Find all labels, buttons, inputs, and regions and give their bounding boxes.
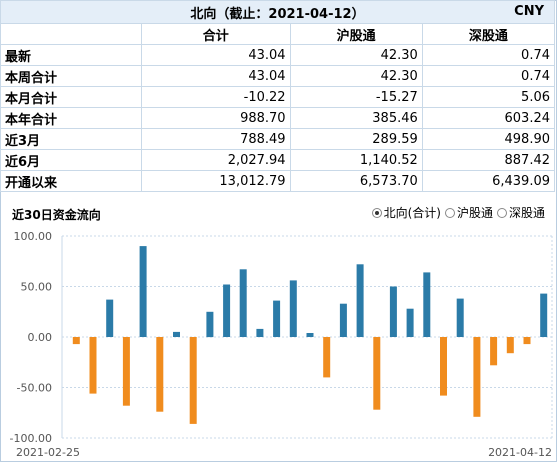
cell-total: 43.04	[141, 65, 291, 87]
y-tick-label: 0.00	[28, 331, 53, 344]
bar[interactable]	[89, 337, 97, 394]
bar[interactable]	[156, 337, 164, 412]
cell-shenzhen: 5.06	[421, 86, 556, 108]
y-tick-label: -50.00	[17, 382, 52, 395]
cell-shanghai: 42.30	[289, 65, 423, 87]
bar[interactable]	[189, 337, 197, 424]
row-label: 本月合计	[0, 86, 142, 108]
bar[interactable]	[273, 300, 281, 337]
bar[interactable]	[139, 246, 147, 337]
radio-label: 沪股通	[456, 206, 493, 220]
radio-unchecked-icon	[444, 207, 455, 218]
table-title-row: 北向（截止：2021-04-12） CNY	[0, 0, 555, 24]
cell-shenzhen: 498.90	[421, 128, 556, 150]
row-label: 最新	[0, 44, 142, 66]
bar[interactable]	[506, 337, 514, 354]
bar[interactable]	[106, 299, 114, 337]
bar[interactable]	[373, 337, 381, 410]
bar[interactable]	[406, 308, 414, 337]
bar-series	[72, 246, 548, 424]
bar[interactable]	[72, 337, 80, 345]
table-row: 本年合计 988.70 385.46 603.24	[0, 107, 556, 129]
bar[interactable]	[122, 337, 130, 406]
radio-shenzhen-connect[interactable]: 深股通	[496, 204, 545, 221]
column-header-shanghai: 沪股通	[289, 23, 423, 45]
bar[interactable]	[523, 337, 531, 345]
bar[interactable]	[173, 331, 180, 337]
x-tick-label-start: 2021-02-25	[16, 446, 80, 459]
radio-label: 深股通	[508, 206, 545, 220]
bar[interactable]	[339, 303, 347, 337]
stats-table: 北向（截止：2021-04-12） CNY 合计 沪股通 深股通 最新 43.0…	[0, 0, 556, 192]
cell-shenzhen: 0.74	[421, 65, 556, 87]
table-row: 本月合计 -10.22 -15.27 5.06	[0, 86, 556, 108]
chart-header: 近30日资金流向 北向(合计) 沪股通 深股通	[0, 200, 555, 226]
y-tick-label: 100.00	[14, 230, 53, 243]
cell-shanghai: 385.46	[289, 107, 423, 129]
currency-label: CNY	[514, 4, 544, 19]
y-axis-ticks: 100.00 50.00 0.00 -50.00 -100.00	[10, 230, 52, 445]
cell-total: 988.70	[141, 107, 291, 129]
y-tick-label: 50.00	[21, 281, 53, 294]
radio-shanghai-connect[interactable]: 沪股通	[444, 204, 493, 221]
cell-shanghai: 289.59	[289, 128, 423, 150]
x-tick-label-end: 2021-04-12	[488, 446, 552, 459]
cell-shanghai: -15.27	[289, 86, 423, 108]
table-row: 开通以来 13,012.79 6,573.70 6,439.09	[0, 170, 556, 192]
radio-label: 北向(合计)	[383, 206, 441, 220]
bar[interactable]	[356, 264, 364, 337]
cell-shanghai: 1,140.52	[289, 149, 423, 171]
y-tick-label: -100.00	[10, 432, 52, 445]
row-label: 本年合计	[0, 107, 142, 129]
cell-shenzhen: 0.74	[421, 44, 556, 66]
cell-total: 2,027.94	[141, 149, 291, 171]
row-label: 开通以来	[0, 170, 142, 192]
bar[interactable]	[289, 280, 297, 337]
bar[interactable]	[323, 337, 331, 378]
table-row: 最新 43.04 42.30 0.74	[0, 44, 556, 66]
table-row: 近6月 2,027.94 1,140.52 887.42	[0, 149, 556, 171]
bar[interactable]	[540, 293, 548, 337]
header-empty	[0, 23, 142, 45]
cell-total: 43.04	[141, 44, 291, 66]
bar[interactable]	[306, 333, 314, 337]
bar[interactable]	[456, 298, 464, 337]
table-title: 北向（截止：2021-04-12）	[190, 6, 365, 22]
cell-total: 788.49	[141, 128, 291, 150]
bar[interactable]	[423, 272, 431, 337]
table-row: 近3月 788.49 289.59 498.90	[0, 128, 556, 150]
chart-title: 近30日资金流向	[12, 208, 101, 222]
table-title-cell: 北向（截止：2021-04-12） CNY	[0, 0, 555, 24]
column-header-shenzhen: 深股通	[421, 23, 556, 45]
cell-shenzhen: 603.24	[421, 107, 556, 129]
bar[interactable]	[473, 337, 481, 417]
bar[interactable]	[223, 284, 231, 338]
bar[interactable]	[206, 311, 214, 338]
radio-unchecked-icon	[496, 207, 507, 218]
cell-shenzhen: 6,439.09	[421, 170, 556, 192]
radio-northbound-total[interactable]: 北向(合计)	[371, 204, 441, 221]
radio-checked-icon	[371, 207, 382, 218]
row-label: 近6月	[0, 149, 142, 171]
row-label: 近3月	[0, 128, 142, 150]
cell-total: 13,012.79	[141, 170, 291, 192]
x-axis-ticks: 2021-02-25 2021-04-12	[16, 446, 552, 459]
cell-shanghai: 42.30	[289, 44, 423, 66]
row-label: 本周合计	[0, 65, 142, 87]
bar[interactable]	[440, 337, 447, 396]
bar[interactable]	[239, 269, 247, 337]
bar[interactable]	[389, 286, 397, 338]
table-header-row: 合计 沪股通 深股通	[0, 23, 556, 45]
table-row: 本周合计 43.04 42.30 0.74	[0, 65, 556, 87]
cell-shenzhen: 887.42	[421, 149, 556, 171]
cell-shanghai: 6,573.70	[289, 170, 423, 192]
series-radio-group: 北向(合计) 沪股通 深股通	[371, 204, 545, 221]
cell-total: -10.22	[141, 86, 291, 108]
bar[interactable]	[256, 328, 264, 337]
bar[interactable]	[490, 337, 498, 366]
column-header-total: 合计	[141, 23, 291, 45]
